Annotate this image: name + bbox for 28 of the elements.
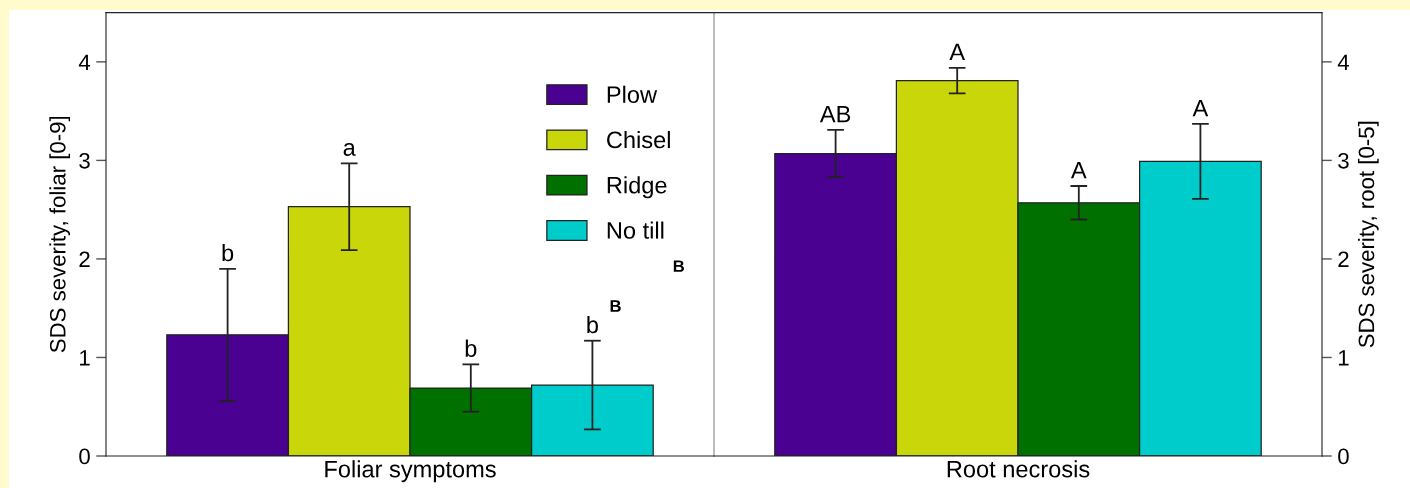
- legend-label: Chisel: [607, 130, 670, 149]
- data-label: A: [1070, 162, 1087, 179]
- legend-label: No till: [607, 221, 664, 239]
- y-tick-label: 0: [79, 448, 90, 465]
- y-tick-label: 0: [1338, 448, 1349, 465]
- y-tick-label: 3: [1338, 152, 1349, 169]
- data-label: AB: [819, 105, 851, 123]
- data-label: A: [1192, 100, 1209, 117]
- y-tick-label: 1: [1338, 350, 1349, 366]
- y-tick-label: 1: [80, 350, 90, 366]
- x-tick-label: Root necrosis: [947, 460, 1090, 478]
- annotation: B: [673, 260, 684, 272]
- annotation: B: [610, 300, 621, 312]
- data-label: b: [222, 244, 234, 262]
- legend-label: Ridge: [607, 176, 667, 199]
- legend-label: Plow: [607, 85, 658, 104]
- data-label: b: [465, 339, 477, 357]
- y-tick-label: 3: [79, 152, 90, 169]
- data-label: A: [949, 43, 966, 61]
- y-tick-label: 4: [1337, 54, 1349, 70]
- data-label: a: [343, 142, 356, 156]
- y-axis-title: SDS severity, foliar [0-9]: [49, 116, 71, 353]
- y-tick-label: 2: [1338, 251, 1349, 267]
- y-tick-label: 2: [79, 251, 90, 267]
- y-axis-title: SDS severity, root [0-5]: [1357, 121, 1379, 348]
- x-tick-label: Foliar symptoms: [325, 460, 496, 483]
- y-tick-label: 4: [78, 54, 91, 70]
- data-label: b: [587, 315, 598, 334]
